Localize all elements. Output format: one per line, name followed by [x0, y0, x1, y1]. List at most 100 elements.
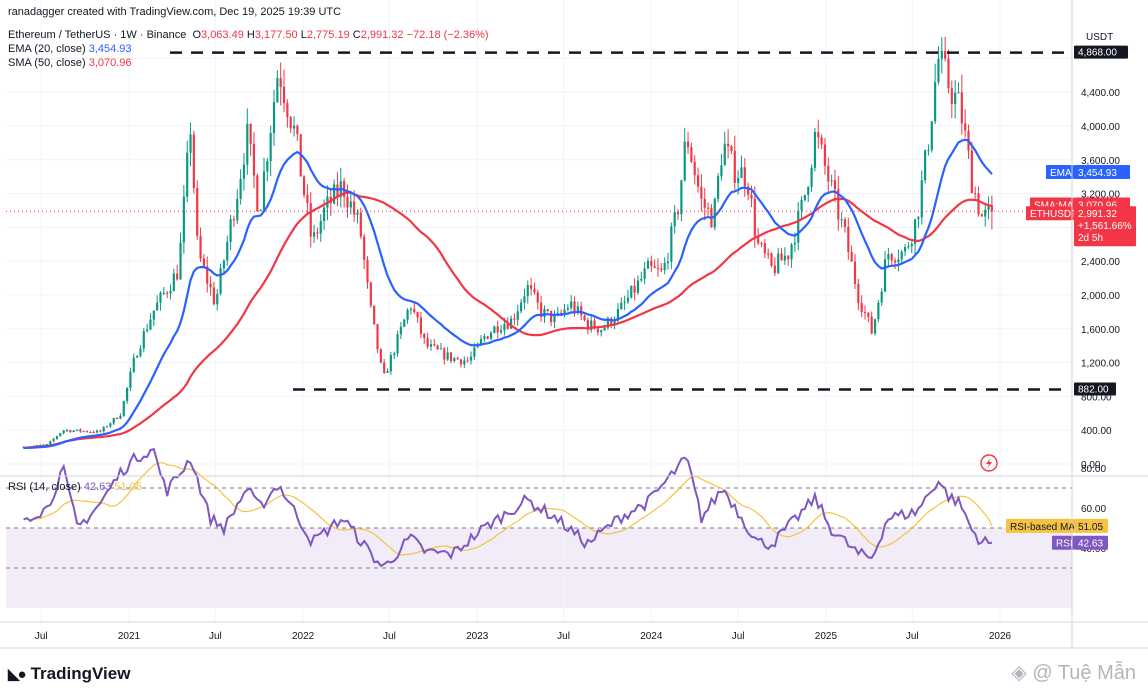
candle-body: [620, 302, 623, 310]
candle-body: [740, 167, 743, 178]
candle-body: [717, 176, 720, 199]
resistance-badge-bg: [1074, 45, 1128, 59]
resistance-badge: 4,868.00: [1078, 48, 1117, 59]
candle-body: [727, 143, 730, 147]
ema-legend[interactable]: EMA (20, close) 3,454.93: [8, 43, 132, 55]
rsi-legend[interactable]: RSI (14, close) 42.63 51.05: [8, 481, 142, 493]
candle-body: [419, 317, 423, 334]
candle-body: [833, 180, 837, 190]
candle-body: [65, 430, 69, 432]
candle-body: [376, 324, 379, 350]
low-value: 2,775.19: [306, 29, 350, 41]
candle-body: [172, 273, 175, 292]
candle-body: [289, 117, 292, 129]
candle-body: [112, 417, 115, 424]
rsi-lines: [23, 447, 993, 568]
candle-body: [580, 306, 583, 316]
horizontal-levels: [6, 51, 1072, 391]
candle-body: [686, 141, 690, 148]
candle-body: [536, 292, 539, 303]
candle-body: [126, 387, 129, 402]
candle-body: [453, 358, 456, 361]
candle-body: [136, 356, 139, 358]
candle-body: [880, 291, 883, 303]
candle-body: [960, 92, 963, 124]
candle-body: [987, 205, 990, 210]
candle-body: [252, 143, 256, 176]
candle-body: [533, 288, 536, 293]
candle-body: [493, 326, 496, 334]
candle-body: [646, 260, 650, 269]
candle-body: [433, 344, 436, 346]
candle-body: [162, 292, 165, 294]
symbol-legend[interactable]: Ethereum / TetherUS · 1W · Binance O3,06…: [8, 29, 489, 41]
candle-body: [169, 291, 172, 294]
ema-value-badge: 3,454.93: [1078, 168, 1117, 179]
candle-body: [850, 251, 853, 262]
candle-body: [613, 320, 616, 326]
candle-body: [156, 302, 159, 311]
rsi-ma-tag-bg: [1006, 518, 1074, 533]
time-tick-label: Jul: [35, 631, 48, 642]
candle-body: [82, 431, 85, 433]
candle-body: [486, 336, 489, 339]
ema-value: 3,454.93: [88, 43, 132, 55]
open-value: 3,063.49: [201, 29, 244, 41]
candle-body: [770, 253, 773, 266]
ema-tag-bg: [1046, 165, 1074, 180]
candle-body: [469, 356, 473, 361]
candle-body: [553, 315, 556, 323]
sma-value-badge: 3,070.96: [1078, 201, 1117, 212]
price-tick-label: 800.00: [1081, 392, 1112, 403]
candle-body: [944, 51, 947, 59]
symbol-price-text: 2,991.32: [1078, 209, 1117, 220]
candle-body: [653, 266, 656, 268]
candle-body: [353, 201, 356, 215]
candle-body: [132, 357, 135, 372]
price-tick-label: 400.00: [1081, 426, 1112, 437]
rsi-tick-label: 60.00: [1081, 504, 1106, 515]
candle-body: [636, 280, 640, 293]
candle-body: [292, 125, 296, 129]
candle-body: [700, 186, 703, 199]
candle-body: [369, 282, 372, 306]
symbol-tag: ETHUSDT: [1030, 209, 1077, 220]
candle-body: [800, 199, 803, 211]
candle-body: [266, 160, 269, 172]
candle-body: [393, 353, 396, 356]
candle-body: [676, 212, 680, 215]
price-badges: 4,868.00 882.00 EMA 3,454.93 SMA:MA 3,070.96E…: [1006, 45, 1136, 550]
tradingview-logo[interactable]: ◣● TradingView: [8, 664, 131, 683]
sma-legend[interactable]: SMA (50, close) 3,070.96: [8, 57, 132, 69]
candle-body: [737, 177, 740, 183]
candle-body: [366, 259, 369, 283]
candle-body: [403, 319, 406, 327]
candle-body: [650, 260, 653, 267]
candle-body: [262, 171, 266, 211]
price-tick-label: 4,400.00: [1081, 88, 1120, 99]
candle-body: [867, 312, 870, 317]
candle-body: [810, 167, 813, 187]
candle-body: [312, 232, 316, 237]
candle-body: [703, 198, 706, 208]
bolt-icon[interactable]: [980, 454, 998, 472]
candle-body: [182, 196, 185, 243]
candle-body: [139, 348, 142, 357]
candle-body: [449, 352, 453, 361]
candle-body: [373, 305, 376, 325]
watermark-icon: ◈ @: [1011, 662, 1058, 684]
high-value: 3,177.50: [254, 29, 298, 41]
candle-body: [229, 219, 232, 242]
candle-body: [757, 236, 760, 244]
candle-body: [930, 121, 933, 151]
candle-body: [49, 441, 52, 445]
candle-body: [226, 241, 229, 261]
candle-body: [900, 251, 903, 260]
candle-body: [55, 436, 59, 439]
candle-body: [837, 189, 840, 220]
candle-body: [980, 214, 983, 217]
candle-body: [870, 316, 873, 334]
symbol-time-text: 2d 5h: [1078, 233, 1103, 244]
candle-body: [903, 247, 907, 252]
